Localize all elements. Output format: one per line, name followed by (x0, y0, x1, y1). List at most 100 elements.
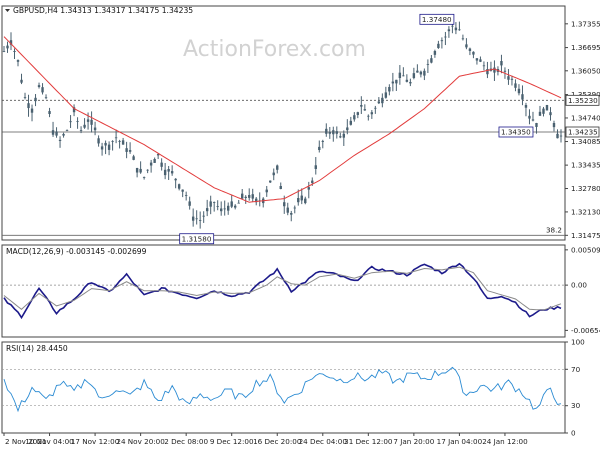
price-label-box (565, 94, 600, 106)
candle-body (472, 51, 475, 55)
candle-body (297, 198, 300, 203)
candle-body (248, 195, 251, 198)
candle-body (79, 130, 83, 131)
candle-body (517, 88, 521, 94)
candle-body (16, 60, 20, 62)
candle-body (90, 119, 93, 125)
candle-body (531, 119, 535, 121)
candle-body (41, 87, 44, 93)
candle-body (202, 215, 205, 217)
candle-body (44, 97, 48, 99)
candle-body (339, 136, 342, 138)
candle-body (177, 184, 181, 189)
candle-body (184, 195, 188, 196)
rsi-title: RSI(14) 28.4450 (6, 344, 68, 353)
moving-average-line (3, 36, 562, 203)
annotation-box (498, 126, 534, 138)
candle-body (314, 165, 317, 169)
candle-body (454, 27, 458, 31)
candle-body (398, 72, 402, 78)
candle-body (69, 121, 72, 123)
candle-body (118, 141, 121, 142)
candle-body (170, 171, 174, 174)
y-tick-label: 1.31475 (571, 231, 600, 240)
candle-body (30, 108, 34, 113)
candle-body (311, 180, 314, 184)
candle-body (426, 64, 430, 65)
candle-body (349, 120, 353, 125)
candle-body (521, 94, 524, 100)
main-panel-frame (1, 5, 566, 241)
candle-body (156, 154, 160, 156)
candle-body (384, 92, 388, 98)
candle-body (328, 132, 331, 134)
annotation-label: 1.31580 (182, 234, 212, 243)
candle-body (293, 207, 296, 209)
x-tick-label: 7 Jan 20:00 (393, 437, 434, 446)
candle-body (556, 133, 559, 139)
candle-body (255, 198, 258, 203)
candle-body (283, 202, 286, 207)
candle-body (402, 75, 405, 77)
rsi-panel-frame (1, 341, 566, 434)
candle-body (486, 69, 489, 75)
candle-body (65, 130, 69, 131)
candle-body (559, 135, 563, 137)
candle-body (335, 131, 338, 134)
candle-body (500, 61, 503, 66)
candle-body (251, 194, 254, 199)
candle-body (86, 119, 90, 122)
candle-body (552, 123, 556, 128)
candle-body (437, 43, 440, 48)
candle-body (174, 178, 177, 181)
y-tick-label: 1.34740 (571, 113, 600, 122)
macd-y-tick-label: -0.006543 (571, 326, 600, 335)
candle-body (475, 58, 479, 61)
rsi-y-tick-label: 0 (571, 429, 576, 438)
price-label-box (565, 126, 600, 138)
candle-body (195, 218, 198, 220)
y-tick-label: 1.36050 (571, 66, 600, 75)
candle-body (318, 146, 321, 150)
candle-body (279, 186, 282, 189)
candle-body (374, 107, 377, 109)
macd-y-tick-label: 0.00 (571, 281, 587, 290)
candle-body (167, 169, 170, 172)
candle-body (121, 140, 125, 145)
candle-body (370, 112, 374, 115)
watermark: ActionForex.com (183, 37, 366, 62)
candle-body (139, 168, 142, 173)
candle-body (223, 208, 226, 210)
y-tick-label: 1.36695 (571, 43, 600, 52)
x-tick-label: 10 Nov 04:00 (25, 437, 74, 446)
macd-y-tick-label: 0.005099 (571, 245, 600, 254)
candle-body (524, 105, 528, 108)
x-tick-label: 9 Dec 12:00 (210, 437, 254, 446)
candle-body (13, 51, 16, 52)
candle-body (290, 213, 293, 215)
candle-body (128, 150, 132, 152)
candle-body (493, 67, 496, 73)
candle-body (272, 172, 275, 176)
candle-body (234, 205, 237, 208)
candle-body (381, 97, 384, 104)
candle-body (160, 162, 163, 167)
candle-body (353, 115, 356, 120)
candle-body (237, 202, 240, 204)
macd-line (3, 262, 562, 320)
candle-body (153, 159, 156, 163)
candle-body (198, 220, 202, 221)
candle-body (332, 130, 335, 135)
candle-body (23, 97, 27, 98)
candle-body (149, 162, 153, 166)
y-tick-label: 1.34085 (571, 137, 600, 146)
candle-body (111, 141, 114, 142)
candle-body (416, 70, 419, 73)
candle-body (209, 201, 212, 207)
x-tick-label: 24 Nov 20:00 (116, 437, 165, 446)
candle-body (191, 216, 195, 221)
candle-body (307, 187, 310, 190)
x-tick-label: 2 Dec 08:00 (164, 437, 208, 446)
candle-body (363, 109, 367, 111)
chart-title: GBPUSD,H4 1.34313 1.34317 1.34175 1.3423… (13, 6, 193, 15)
